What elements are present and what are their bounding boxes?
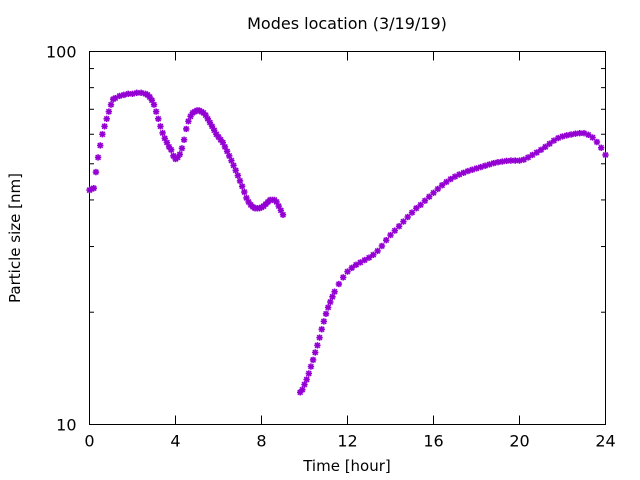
data-point [105,108,113,115]
data-point [236,177,244,185]
data-point [238,183,246,190]
x-tick-label: 12 [337,432,357,451]
data-point [103,115,110,123]
data-point [329,293,336,300]
data-point [107,101,115,108]
data-point [387,231,394,239]
data-point [320,318,328,325]
data-point [94,154,102,161]
data-point [529,151,536,159]
data-point [180,136,188,143]
data-point [232,167,239,174]
data-point [168,146,175,154]
x-tick-label: 4 [170,432,180,451]
data-point [230,162,237,169]
data-point [97,142,104,149]
data-point [598,144,605,151]
data-point [434,185,441,193]
data-point [178,145,186,152]
data-point [314,342,321,349]
data-point [533,149,540,156]
data-point [426,193,433,200]
data-point [185,118,192,125]
data-point [241,188,248,196]
data-point [344,268,351,275]
data-point [150,101,158,108]
chart-title: Modes location (3/19/19) [247,14,447,33]
data-point [374,247,381,255]
data-point [234,172,242,179]
data-point [90,185,97,192]
x-tick-label: 20 [509,432,529,451]
data-point [537,146,545,154]
x-tick-label: 16 [423,432,443,451]
tick-labels: 0 4 8 12 16 20 24 10 100 [46,43,616,451]
data-point [331,288,338,295]
data-point [520,156,527,163]
data-point [226,152,233,160]
data-point [490,159,497,167]
data-point [303,376,310,383]
data-point [408,209,416,216]
data-point [430,189,437,197]
x-tick-label: 8 [256,432,266,451]
data-point [404,213,411,221]
data-point [279,211,287,218]
data-point [312,349,319,356]
data-point [391,227,398,234]
data-point [305,370,312,377]
data-point [370,251,377,259]
axis-ticks [89,51,606,425]
data-point [340,274,347,281]
y-tick-label: 100 [46,43,77,62]
data-point [365,254,373,261]
data-point [400,218,407,225]
data-point [589,134,596,141]
data-point [152,108,160,115]
data-point [324,304,332,311]
y-axis-label: Particle size [nm] [6,173,24,303]
x-tick-label: 24 [595,432,615,451]
data-point [157,123,164,130]
plot-frame [89,51,606,425]
data-point [92,168,100,176]
data-point [228,157,235,164]
x-axis-label: Time [hour] [302,457,391,475]
data-point [318,326,325,333]
data-point [443,178,450,186]
data-point [585,131,592,138]
data-point [572,130,579,137]
data-point [417,201,424,209]
y-tick-label: 10 [56,416,76,435]
data-point [335,280,343,288]
data-point [322,310,330,318]
data-point [383,236,390,244]
data-point [299,386,306,393]
data-point [183,125,190,133]
x-tick-label: 0 [84,432,94,451]
data-point [546,140,553,147]
data-point [301,381,308,388]
data-point [447,175,454,183]
data-point [421,197,429,204]
data-point [309,356,317,364]
data-point [101,123,108,130]
data-point [176,151,183,158]
data-point [348,264,355,272]
data-point [159,129,166,137]
data-point [99,131,106,138]
data-point [378,242,386,250]
data-point [499,158,506,165]
data-point [395,223,403,230]
data-point [316,334,323,341]
data-point [155,115,162,123]
data-point [593,138,601,146]
data-point [327,298,334,306]
data-points [86,89,609,396]
data-point [602,151,609,159]
data-point [307,363,315,370]
